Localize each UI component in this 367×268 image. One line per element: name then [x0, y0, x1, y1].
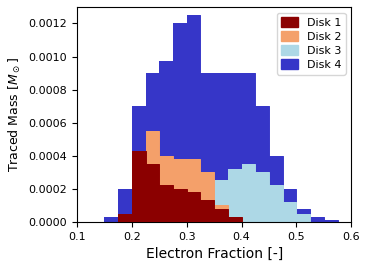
Polygon shape	[77, 15, 351, 222]
Y-axis label: Traced Mass [$M_\odot$]: Traced Mass [$M_\odot$]	[7, 57, 23, 172]
Legend: Disk 1, Disk 2, Disk 3, Disk 4: Disk 1, Disk 2, Disk 3, Disk 4	[277, 13, 346, 75]
Polygon shape	[77, 164, 351, 222]
Polygon shape	[77, 131, 351, 222]
Polygon shape	[77, 151, 351, 222]
X-axis label: Electron Fraction [-]: Electron Fraction [-]	[146, 247, 283, 261]
